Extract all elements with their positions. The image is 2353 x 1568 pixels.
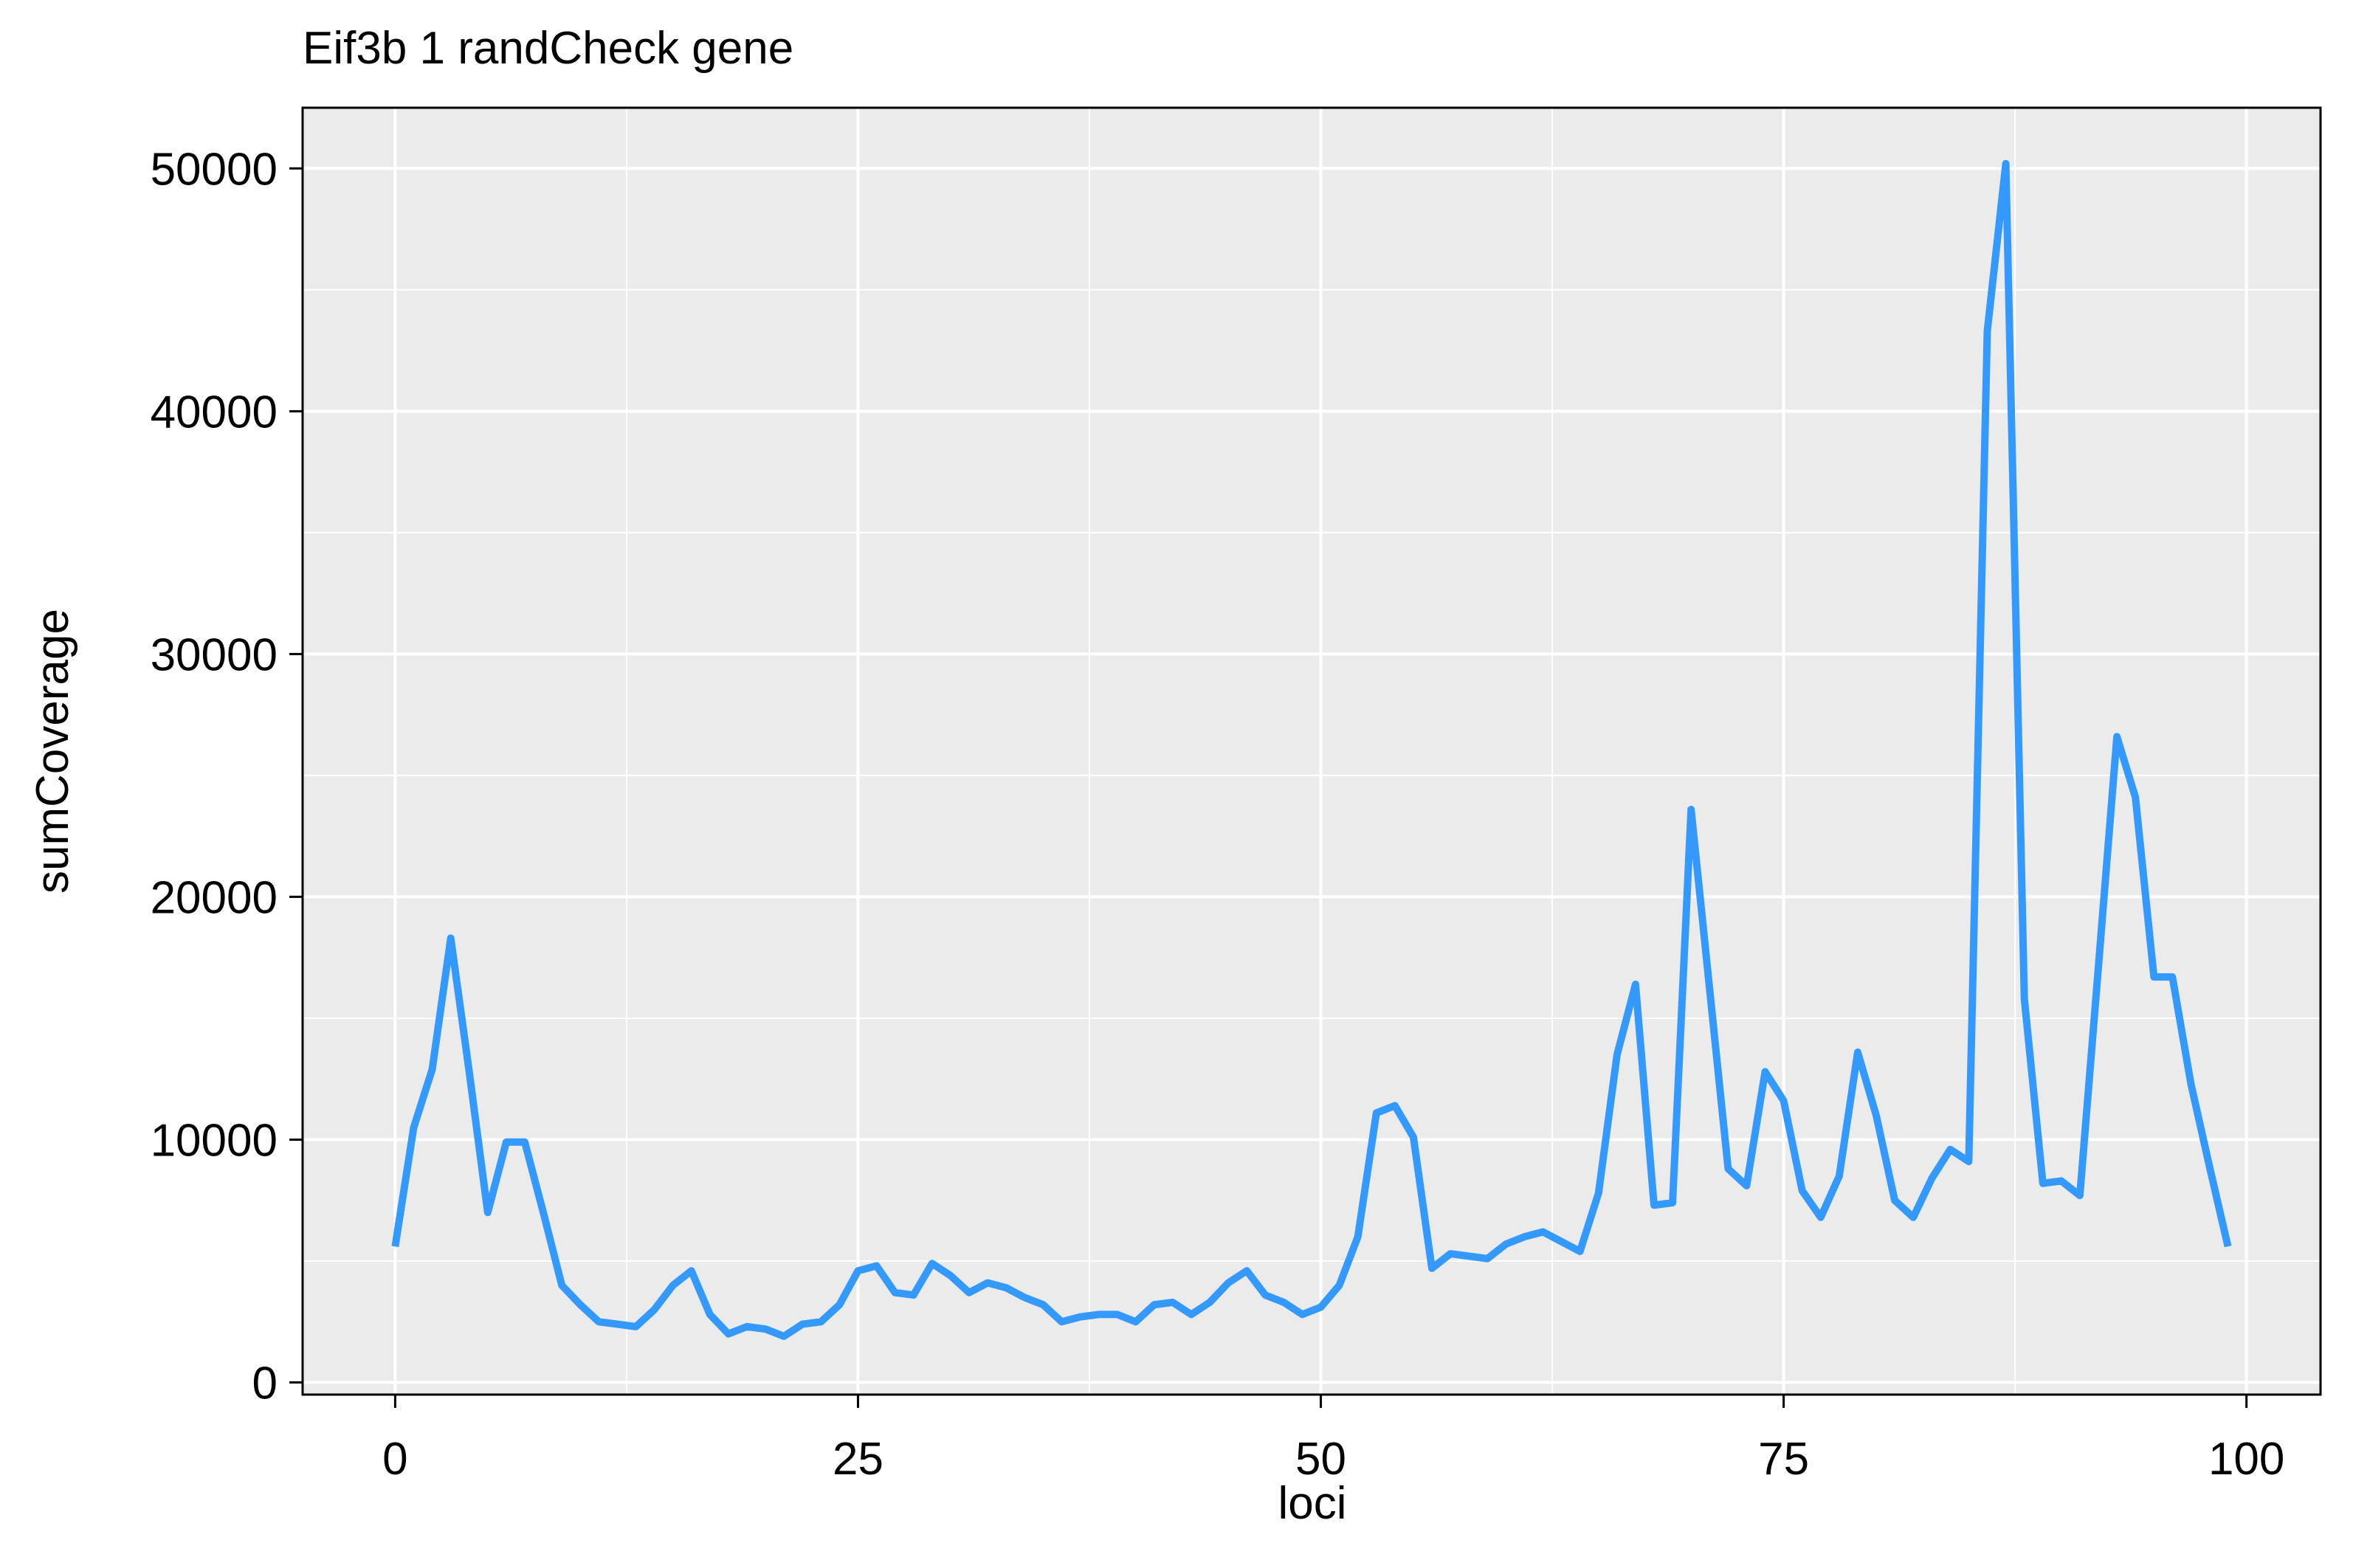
y-tick-label: 10000 — [151, 1115, 278, 1166]
y-tick-label: 40000 — [151, 387, 278, 438]
plot-frame — [301, 106, 2322, 1396]
y-axis-title: sumCoverage — [27, 609, 78, 894]
series-line-0 — [391, 159, 2232, 1340]
minor-gridlines — [303, 108, 2321, 1395]
x-axis: 0 25 50 75 100 — [382, 1395, 2284, 1485]
x-tick-label: 25 — [833, 1434, 883, 1485]
x-tick-label: 75 — [1758, 1434, 1809, 1485]
x-tick-label: 100 — [2208, 1434, 2284, 1485]
x-tick-label: 50 — [1295, 1434, 1346, 1485]
y-axis: 0 10000 20000 30000 40000 50000 — [151, 144, 303, 1409]
x-tick-label: 0 — [382, 1434, 407, 1485]
plot-panel — [303, 108, 2321, 1395]
y-tick-label: 50000 — [151, 144, 278, 195]
y-tick-label: 0 — [252, 1358, 278, 1409]
series-layer — [391, 159, 2232, 1340]
y-tick-label: 30000 — [151, 629, 278, 680]
x-axis-title: loci — [1278, 1478, 1346, 1529]
y-tick-label: 20000 — [151, 872, 278, 923]
chart-title: Eif3b 1 randCheck gene — [303, 23, 793, 74]
